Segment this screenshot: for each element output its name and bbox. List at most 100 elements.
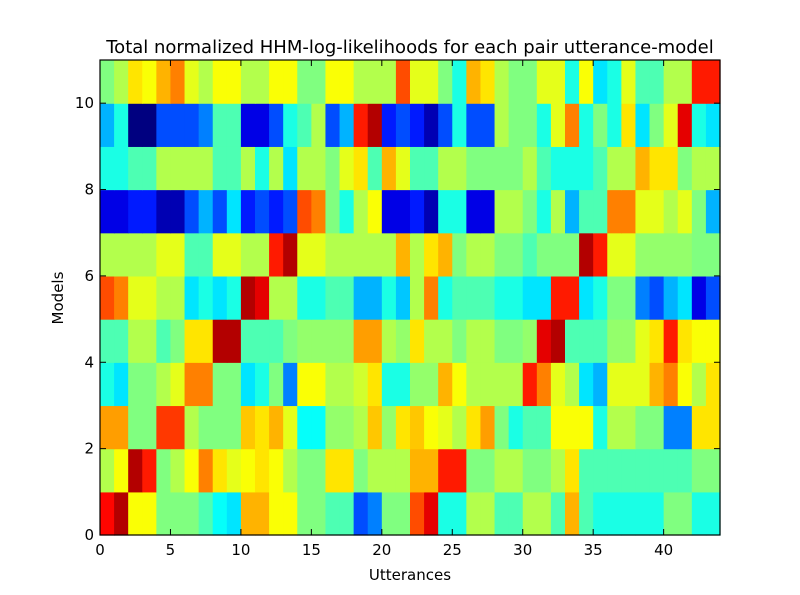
- heatmap-cell: [212, 189, 228, 234]
- x-tick-label: 40: [654, 541, 673, 559]
- heatmap-cell: [635, 491, 651, 536]
- heatmap-cell: [663, 491, 679, 536]
- heatmap-cell: [565, 232, 580, 277]
- heatmap-cell: [438, 491, 453, 536]
- heatmap-cell: [691, 189, 707, 234]
- heatmap-cell: [438, 448, 453, 493]
- heatmap-cell: [339, 275, 355, 320]
- heatmap-cell: [452, 491, 467, 536]
- heatmap-cell: [593, 146, 608, 191]
- heatmap-cell: [311, 103, 327, 147]
- heatmap-cell: [283, 189, 298, 234]
- heatmap-cell: [226, 448, 242, 493]
- heatmap-cell: [466, 103, 482, 147]
- heatmap-cell: [297, 232, 312, 277]
- heatmap-cell: [269, 319, 284, 363]
- heatmap-cell: [311, 491, 327, 536]
- heatmap-cell: [184, 146, 200, 191]
- heatmap-cell: [663, 405, 679, 450]
- heatmap-cell: [170, 60, 186, 104]
- heatmap-cell: [607, 146, 622, 191]
- heatmap-cell: [212, 448, 228, 493]
- heatmap-cell: [677, 146, 693, 191]
- heatmap-cell: [677, 60, 693, 104]
- heatmap-cell: [325, 275, 341, 320]
- heatmap-cell: [705, 146, 721, 191]
- heatmap-cell: [226, 275, 242, 320]
- heatmap-cell: [339, 491, 355, 536]
- heatmap-cell: [677, 319, 693, 363]
- heatmap-cell: [325, 405, 341, 450]
- heatmap-cell: [635, 232, 651, 277]
- heatmap-cell: [240, 405, 256, 450]
- heatmap-cell: [339, 103, 355, 147]
- heatmap-cell: [339, 362, 355, 407]
- heatmap-cell: [550, 189, 566, 234]
- heatmap-cell: [325, 103, 341, 147]
- heatmap-cell: [198, 405, 214, 450]
- heatmap-cell: [593, 362, 608, 407]
- heatmap-cell: [226, 189, 242, 234]
- heatmap-cell: [607, 189, 622, 234]
- heatmap-cell: [156, 189, 172, 234]
- heatmap-cell: [269, 362, 284, 407]
- heatmap-cell: [367, 319, 383, 363]
- heatmap-cell: [649, 362, 665, 407]
- heatmap-cell: [184, 448, 200, 493]
- heatmap-cell: [297, 275, 312, 320]
- y-tick-label: 2: [84, 440, 94, 458]
- heatmap-cell: [635, 405, 651, 450]
- heatmap-cell: [353, 448, 369, 493]
- heatmap-cell: [339, 448, 355, 493]
- heatmap-cell: [128, 60, 143, 104]
- heatmap-cell: [212, 103, 228, 147]
- heatmap-cell: [184, 103, 200, 147]
- heatmap-cell: [410, 60, 425, 104]
- heatmap-cell: [565, 491, 580, 536]
- heatmap-cell: [466, 275, 482, 320]
- heatmap-cell: [550, 232, 566, 277]
- heatmap-cell: [311, 405, 327, 450]
- heatmap-cell: [198, 232, 214, 277]
- heatmap-cell: [635, 60, 651, 104]
- heatmap-cell: [269, 405, 284, 450]
- heatmap-cell: [424, 491, 439, 536]
- heatmap-cell: [283, 146, 298, 191]
- heatmap-cell: [353, 232, 369, 277]
- heatmap-cell: [269, 232, 284, 277]
- heatmap-cell: [142, 189, 157, 234]
- heatmap-cell: [255, 405, 270, 450]
- heatmap-cell: [339, 405, 355, 450]
- heatmap-cell: [297, 189, 312, 234]
- y-axis-label: Models: [49, 271, 67, 324]
- heatmap-cell: [283, 448, 298, 493]
- heatmap-cell: [410, 491, 425, 536]
- heatmap-cell: [395, 275, 411, 320]
- heatmap-cell: [395, 491, 411, 536]
- heatmap-cell: [142, 362, 157, 407]
- heatmap-cell: [297, 319, 312, 363]
- heatmap-cell: [269, 146, 284, 191]
- heatmap-cell: [635, 362, 651, 407]
- heatmap-cell: [536, 362, 552, 407]
- heatmap-cell: [297, 362, 312, 407]
- heatmap-cell: [170, 275, 186, 320]
- heatmap-cell: [128, 319, 143, 363]
- heatmap-cell: [367, 146, 383, 191]
- heatmap-cell: [452, 232, 467, 277]
- heatmap-cell: [424, 60, 439, 104]
- heatmap-cell: [381, 189, 397, 234]
- heatmap-cell: [565, 275, 580, 320]
- heatmap-cell: [283, 275, 298, 320]
- heatmap-cell: [269, 275, 284, 320]
- heatmap-cell: [255, 232, 270, 277]
- heatmap-cell: [156, 448, 172, 493]
- heatmap-cell: [536, 319, 552, 363]
- heatmap-cell: [522, 362, 538, 407]
- heatmap-cell: [635, 448, 651, 493]
- y-tick-label: 10: [75, 94, 94, 112]
- heatmap-cell: [255, 319, 270, 363]
- heatmap-cell: [677, 275, 693, 320]
- heatmap-cell: [381, 405, 397, 450]
